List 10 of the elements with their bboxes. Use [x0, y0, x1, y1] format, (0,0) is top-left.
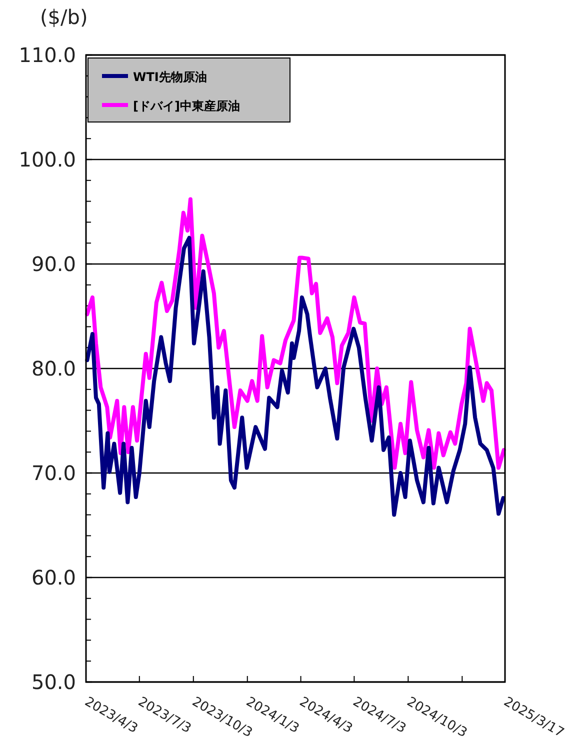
y-tick-label: 100.0: [18, 148, 76, 172]
legend-label: [ドバイ]中東産原油: [133, 99, 240, 113]
y-tick-label: 110.0: [18, 43, 76, 67]
y-tick-label: 60.0: [31, 566, 76, 590]
y-axis-title: ($/b): [40, 5, 88, 29]
legend-label: WTI先物原油: [133, 70, 207, 84]
y-tick-label: 80.0: [31, 356, 76, 380]
y-tick-label: 90.0: [31, 252, 76, 276]
y-tick-label: 50.0: [31, 670, 76, 694]
y-tick-label: 70.0: [31, 461, 76, 485]
